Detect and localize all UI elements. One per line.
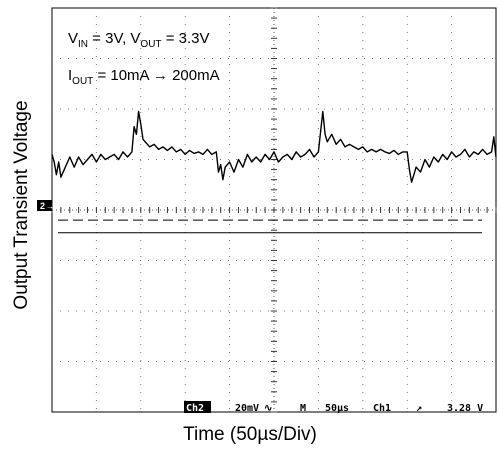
status-time-per-div: 50µs [325, 403, 349, 414]
channel-marker: 2 → [37, 200, 54, 211]
x-axis-label: Time (50µs/Div) [183, 424, 317, 445]
status-mode: M [300, 403, 306, 414]
annotation-line-1: VIN = 3V, VOUT = 3.3V [68, 30, 209, 50]
reference-lines [58, 219, 482, 234]
status-trigger-level: 3.28 V [447, 403, 483, 414]
graticule-grid [51, 7, 497, 413]
status-channel: Ch2 [186, 403, 204, 414]
channel-marker-label: 2 [40, 201, 45, 211]
status-bar: Ch2 20mV ∿ M 50µs Ch1 ↗ 3.28 V [184, 401, 483, 414]
svg-text:→: → [46, 202, 54, 211]
status-trigger-source: Ch1 [373, 403, 391, 414]
status-bandwidth: ∿ [264, 403, 272, 414]
status-trigger-slope: ↗ [416, 403, 422, 414]
annotation-line-2: IOUT = 10mA → 200mA [68, 67, 220, 87]
y-axis-label: Output Transient Voltage [11, 100, 32, 310]
voltage-trace [51, 110, 497, 183]
status-volts-per-div: 20mV [235, 403, 259, 414]
